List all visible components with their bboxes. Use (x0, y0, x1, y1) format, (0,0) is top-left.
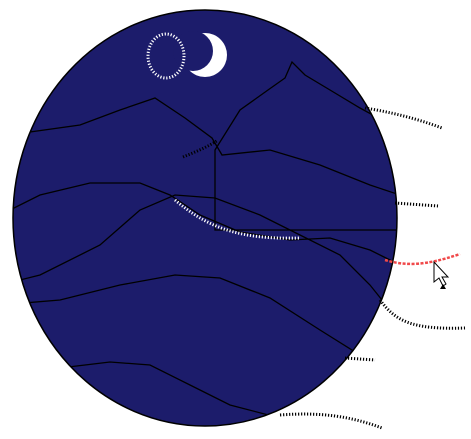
hatch (174, 198, 301, 240)
hatch (394, 201, 439, 208)
cursor-badge (440, 284, 446, 289)
far-mountain (214, 60, 397, 231)
hatch (182, 138, 219, 159)
hatch (344, 356, 376, 362)
moon-shadow (173, 31, 213, 71)
selected-path[interactable] (384, 252, 461, 266)
yellow-field (13, 361, 397, 426)
light-green-hills (13, 274, 397, 426)
hatch (364, 106, 443, 130)
hatch (378, 299, 466, 330)
teal-hills (13, 97, 397, 426)
green-hills (13, 194, 397, 426)
cursor (433, 260, 450, 287)
hatch (279, 412, 383, 430)
oval-outline (12, 9, 398, 427)
moon-outline-dots (146, 32, 186, 80)
